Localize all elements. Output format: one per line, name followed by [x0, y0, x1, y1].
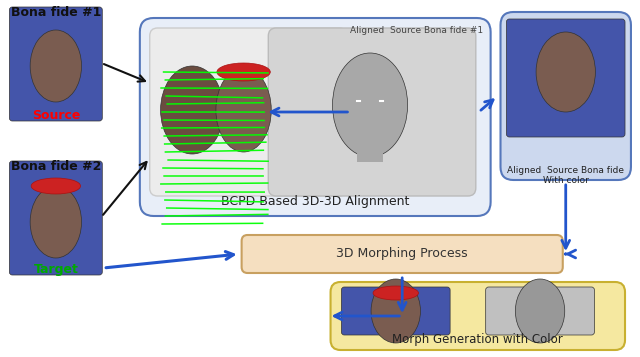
Ellipse shape: [333, 53, 408, 157]
Ellipse shape: [371, 279, 420, 343]
Text: Source: Source: [31, 109, 80, 122]
Ellipse shape: [30, 30, 81, 102]
Text: Target: Target: [33, 263, 78, 276]
FancyBboxPatch shape: [150, 28, 348, 196]
FancyBboxPatch shape: [330, 282, 625, 350]
FancyBboxPatch shape: [140, 18, 491, 216]
FancyBboxPatch shape: [486, 287, 595, 335]
FancyBboxPatch shape: [10, 161, 102, 275]
FancyBboxPatch shape: [268, 28, 476, 196]
Ellipse shape: [161, 66, 224, 154]
FancyBboxPatch shape: [500, 12, 631, 180]
Bar: [357, 147, 383, 162]
FancyBboxPatch shape: [506, 19, 625, 137]
FancyBboxPatch shape: [341, 287, 450, 335]
FancyBboxPatch shape: [242, 235, 563, 273]
Ellipse shape: [31, 178, 81, 194]
Text: With color: With color: [543, 176, 589, 185]
Text: 3D Morphing Process: 3D Morphing Process: [337, 247, 468, 261]
Text: Morph Generation with Color: Morph Generation with Color: [392, 333, 563, 346]
Text: Bona fide #2: Bona fide #2: [11, 160, 101, 173]
Text: Bona fide #1: Bona fide #1: [11, 6, 101, 19]
FancyBboxPatch shape: [10, 7, 102, 121]
Text: Aligned  Source Bona fide #1: Aligned Source Bona fide #1: [349, 26, 483, 35]
Ellipse shape: [216, 68, 271, 152]
Text: BCPD Based 3D-3D Alignment: BCPD Based 3D-3D Alignment: [221, 195, 410, 208]
Ellipse shape: [536, 32, 595, 112]
Ellipse shape: [373, 286, 419, 300]
Ellipse shape: [30, 186, 81, 258]
Ellipse shape: [515, 279, 564, 343]
Ellipse shape: [217, 63, 270, 81]
Text: Aligned  Source Bona fide: Aligned Source Bona fide: [508, 166, 624, 175]
